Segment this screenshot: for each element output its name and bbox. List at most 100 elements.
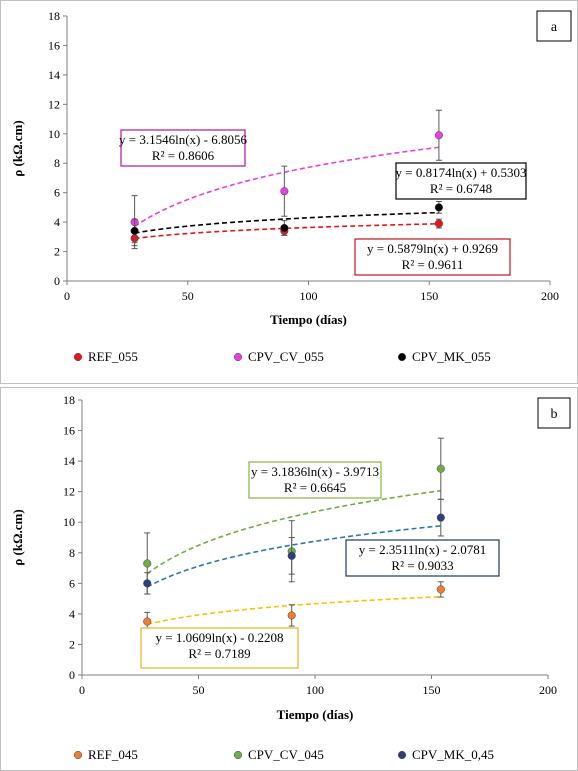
r-squared-text: R² = 0.9611 [402,257,464,272]
equation-text: y = 0.5879ln(x) + 0.9269 [367,241,498,256]
equation-box [395,162,527,200]
y-tick-label: 16 [48,38,60,52]
y-tick-label: 6 [69,576,75,590]
legend-item: CPV_MK_0,45 [397,747,494,762]
x-axis-label: Tiempo (días) [277,707,354,722]
y-tick-label: 16 [63,424,75,438]
r-squared-text: R² = 0.9033 [391,558,453,573]
legend-item: REF_045 [73,747,138,762]
legend-item: REF_055 [73,349,138,364]
legend-label: CPV_MK_055 [412,349,491,364]
x-tick-label: 150 [423,683,441,697]
y-tick-label: 8 [54,156,60,170]
trendline-cpv-cv-045 [146,489,441,575]
x-tick-label: 200 [539,683,557,697]
legend-marker [73,750,83,760]
data-point-cpv-cv-055 [434,131,443,140]
y-tick-label: 18 [48,9,60,23]
equation-text: y = 3.1546ln(x) - 6.8056 [119,132,247,147]
legend-label: CPV_MK_0,45 [412,747,494,762]
r-squared-text: R² = 0.8606 [152,148,215,163]
data-point-ref-045 [287,611,296,620]
chart-b-frame [0,387,578,771]
y-tick-label: 4 [69,607,75,621]
legend-marker [397,750,407,760]
y-tick-label: 8 [69,546,75,560]
trendline-cpv-mk-0-45 [146,525,441,588]
equation-box [354,238,511,276]
data-point-cpv-mk-055 [434,203,443,212]
panel-label: a [551,20,558,35]
legend-label: REF_045 [88,747,138,762]
r-squared-text: R² = 0.7189 [188,646,250,661]
data-point-ref-045 [436,585,445,594]
x-tick-label: 0 [64,289,70,303]
y-tick-label: 10 [48,127,60,141]
panel-label: b [551,407,558,422]
equation-text: y = 1.0609ln(x) - 0.2208 [156,630,284,645]
x-tick-label: 100 [306,683,324,697]
y-tick-label: 6 [54,186,60,200]
x-tick-label: 200 [541,289,559,303]
data-point-cpv-mk-055 [130,226,139,235]
y-tick-label: 4 [54,215,60,229]
data-point-cpv-cv-045 [143,559,152,568]
x-tick-label: 100 [300,289,318,303]
equation-box [248,461,382,499]
y-tick-label: 14 [63,454,75,468]
legend-item: CPV_CV_045 [233,747,324,762]
y-tick-label: 0 [69,668,75,682]
x-tick-label: 50 [182,289,194,303]
data-point-cpv-cv-045 [436,464,445,473]
equation-text: y = 3.1836ln(x) - 3.9713 [251,464,379,479]
chart-a: 0 2 4 6 8 10 12 14 16 18 0 50 100 150 200 Tiempo (días)… [10,9,572,364]
legend-item: CPV_MK_055 [397,349,491,364]
chart-b: 0 2 4 6 8 10 12 14 16 18 0 50 100 150 200 Tiempo (días)… [10,393,571,762]
x-axis-label: Tiempo (días) [270,312,347,327]
legend-marker [233,352,243,362]
equation-box [120,129,246,167]
trendline-cpv-mk-055 [134,211,439,234]
equation-box [140,627,299,669]
data-point-cpv-mk-0-45 [436,513,445,522]
x-tick-label: 150 [420,289,438,303]
panel-label-box [537,397,571,429]
y-tick-label: 10 [63,515,75,529]
x-tick-label: 50 [193,683,205,697]
equation-text: y = 0.8174ln(x) + 0.5303 [396,165,527,180]
legend-label: CPV_CV_045 [248,747,324,762]
x-tick-label: 0 [79,683,85,697]
panel-label-box [536,10,572,42]
legend-label: REF_055 [88,349,138,364]
trendline-ref-045 [147,595,441,626]
data-point-cpv-mk-055 [280,223,289,233]
r-squared-text: R² = 0.6748 [430,181,492,196]
legend-marker [233,750,243,760]
y-tick-label: 0 [54,274,60,288]
data-point-cpv-mk-0-45 [287,551,296,560]
y-axis-label: ρ (kΩ.cm) [10,120,25,176]
y-tick-label: 14 [48,68,60,82]
legend-marker [397,352,407,362]
legend-item: CPV_CV_055 [233,349,324,364]
equation-box [345,539,500,577]
data-point-cpv-cv-055 [280,187,289,196]
y-tick-label: 12 [63,485,75,499]
data-point-cpv-mk-0-45 [143,579,152,588]
y-tick-label: 2 [69,637,75,651]
data-point-ref-055 [434,219,443,228]
trendline-cpv-cv-055 [134,146,440,228]
y-axis-label: ρ (kΩ.cm) [10,509,25,565]
equation-text: y = 2.3511ln(x) - 2.0781 [359,542,486,557]
data-point-ref-045 [143,617,152,626]
y-tick-label: 2 [54,245,60,259]
y-tick-label: 18 [63,393,75,407]
legend-label: CPV_CV_055 [248,349,324,364]
legend-marker [73,352,83,362]
